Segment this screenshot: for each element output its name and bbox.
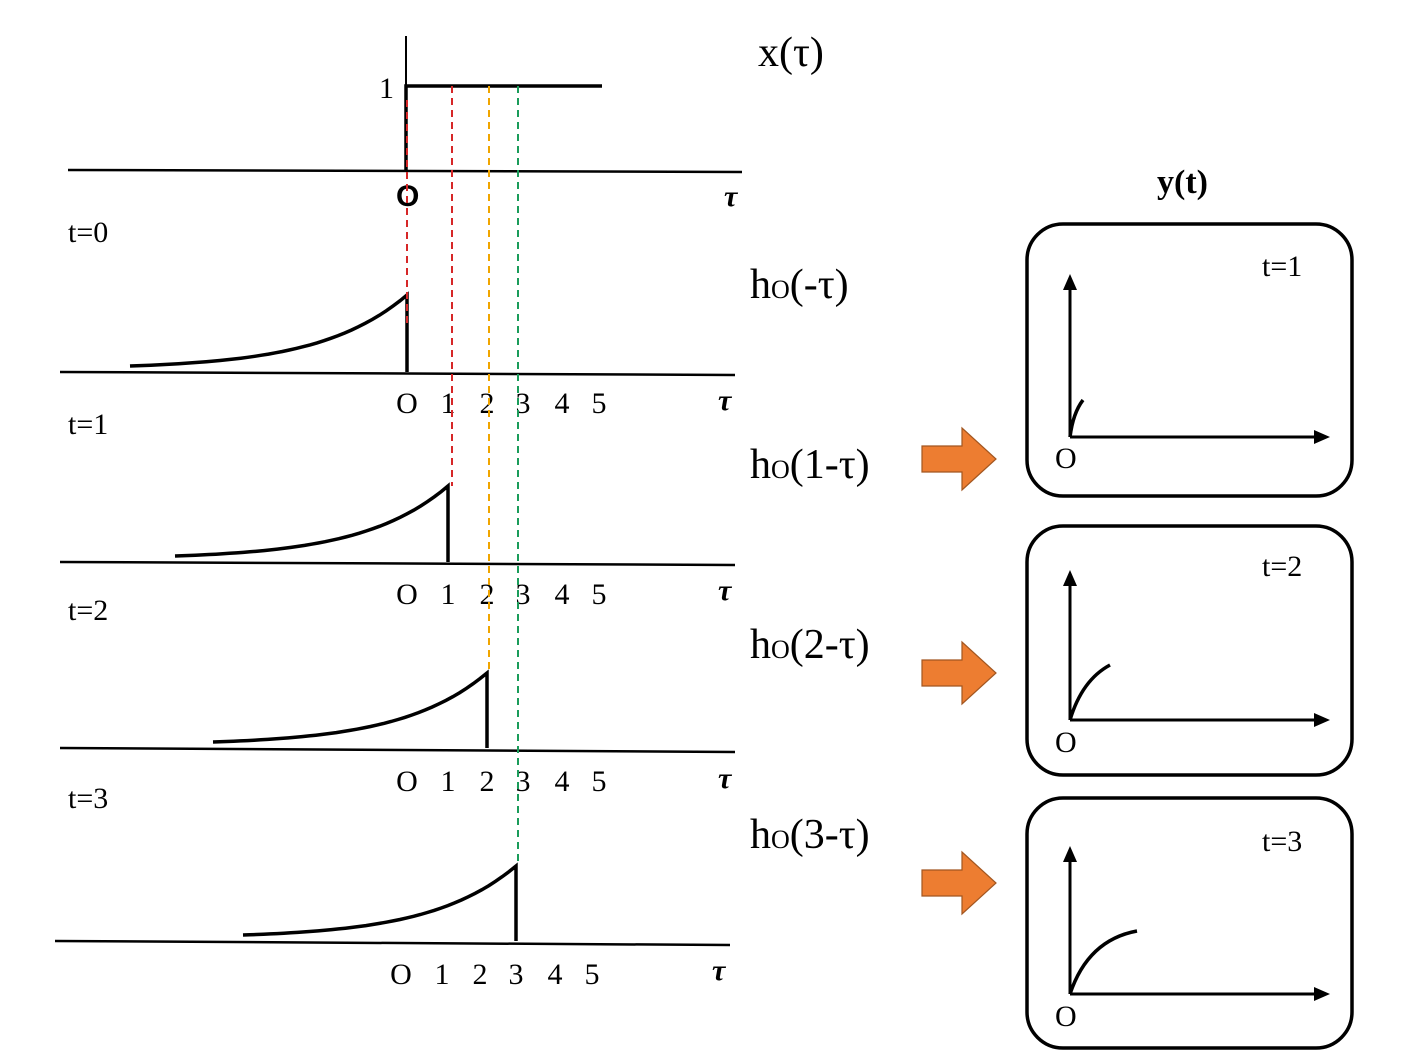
tick-label-5: 5 xyxy=(592,765,607,798)
panel-function-label: hO(2-τ) xyxy=(750,622,870,668)
tick-label-3: 3 xyxy=(516,578,531,611)
input-step-plot: 1 O τ x(τ) xyxy=(67,30,824,213)
arrows xyxy=(921,426,997,916)
tick-label-0: O xyxy=(390,958,412,991)
function-argument: (3-τ) xyxy=(790,812,870,858)
output-origin-label: O xyxy=(1055,1000,1077,1033)
tick-label-2: 2 xyxy=(480,387,495,420)
panel-axis xyxy=(54,939,731,947)
output-response-curve xyxy=(1068,398,1085,438)
panel-function-label: hO(3-τ) xyxy=(750,812,870,858)
right-arrow-icon xyxy=(921,850,997,916)
panel-function-label: hO(-τ) xyxy=(750,262,849,308)
panel-tau-axis-label: τ xyxy=(712,954,727,987)
y-axis-arrowhead-icon xyxy=(1063,846,1077,862)
output-time-label: t=3 xyxy=(1262,825,1302,858)
guide-lines xyxy=(406,86,519,866)
y-axis-arrowhead-icon xyxy=(1063,570,1077,586)
tick-label-4: 4 xyxy=(555,578,570,611)
tick-label-4: 4 xyxy=(555,387,570,420)
panel-tau-axis-label: τ xyxy=(718,574,733,607)
panel-time-label: t=1 xyxy=(68,408,108,441)
x-axis-arrowhead-icon xyxy=(1314,987,1330,1001)
function-argument: (1-τ) xyxy=(790,442,870,488)
output-response-curve xyxy=(1068,663,1111,721)
output-origin-label: O xyxy=(1055,442,1077,475)
tick-label-0: O xyxy=(396,387,418,420)
function-subscript: O xyxy=(771,635,790,664)
panel-time-label: t=3 xyxy=(68,782,108,815)
function-subscript: O xyxy=(771,825,790,854)
panel-time-label: t=0 xyxy=(68,216,108,249)
function-name: h xyxy=(750,622,771,668)
tick-label-1: 1 xyxy=(441,765,456,798)
function-name: h xyxy=(750,262,771,308)
tick-label-2: 2 xyxy=(480,765,495,798)
tick-label-4: 4 xyxy=(548,958,563,991)
step-amplitude-label: 1 xyxy=(379,72,394,105)
tick-label-3: 3 xyxy=(516,387,531,420)
right-arrow-icon xyxy=(921,426,997,492)
panel-tau-axis-label: τ xyxy=(718,762,733,795)
tick-label-4: 4 xyxy=(555,765,570,798)
unit-step-signal xyxy=(404,84,602,172)
tick-label-1: 1 xyxy=(441,387,456,420)
tick-label-3: 3 xyxy=(516,765,531,798)
output-time-label: t=2 xyxy=(1262,550,1302,583)
panel-time-label: t=2 xyxy=(68,594,108,627)
panel-axis xyxy=(59,560,736,567)
function-name: h xyxy=(750,442,771,488)
output-box-t3: O t=3 xyxy=(1025,796,1354,1050)
output-origin-label: O xyxy=(1055,726,1077,759)
flipped-response-curve xyxy=(212,669,489,748)
tick-label-5: 5 xyxy=(592,578,607,611)
tick-label-3: 3 xyxy=(509,958,524,991)
tick-label-2: 2 xyxy=(473,958,488,991)
output-box-t2: O t=2 xyxy=(1025,524,1354,777)
panel-tau-axis-label: τ xyxy=(718,384,733,417)
output-box-frame xyxy=(1025,222,1354,498)
output-box-frame xyxy=(1025,524,1354,777)
tick-label-0: O xyxy=(396,578,418,611)
tick-label-5: 5 xyxy=(585,958,600,991)
output-box-t1: O t=1 xyxy=(1025,222,1354,498)
tick-label-5: 5 xyxy=(592,387,607,420)
x-axis-arrowhead-icon xyxy=(1314,430,1330,444)
input-tau-axis-label: τ xyxy=(724,180,739,213)
output-response-curve xyxy=(1068,929,1138,995)
y-axis-arrowhead-icon xyxy=(1063,274,1077,290)
function-subscript: O xyxy=(771,455,790,484)
x-axis-arrowhead-icon xyxy=(1314,713,1330,727)
tick-label-0: O xyxy=(396,765,418,798)
output-box-frame xyxy=(1025,796,1354,1050)
right-arrow-icon xyxy=(921,640,997,706)
output-time-label: t=1 xyxy=(1262,250,1302,283)
function-argument: (-τ) xyxy=(790,262,849,308)
flipped-response-curve xyxy=(242,862,518,941)
output-title: y(t) xyxy=(1157,164,1208,201)
tick-label-1: 1 xyxy=(441,578,456,611)
flipped-response-curve xyxy=(129,291,409,372)
flipped-response-curve xyxy=(174,482,450,562)
function-subscript: O xyxy=(771,275,790,304)
function-name: h xyxy=(750,812,771,858)
panel-function-label: hO(1-τ) xyxy=(750,442,870,488)
tick-label-1: 1 xyxy=(435,958,450,991)
function-argument: (2-τ) xyxy=(790,622,870,668)
panel-axis xyxy=(59,370,736,377)
input-function-label: x(τ) xyxy=(758,30,824,76)
tick-label-2: 2 xyxy=(480,578,495,611)
panel-axis xyxy=(59,746,736,754)
